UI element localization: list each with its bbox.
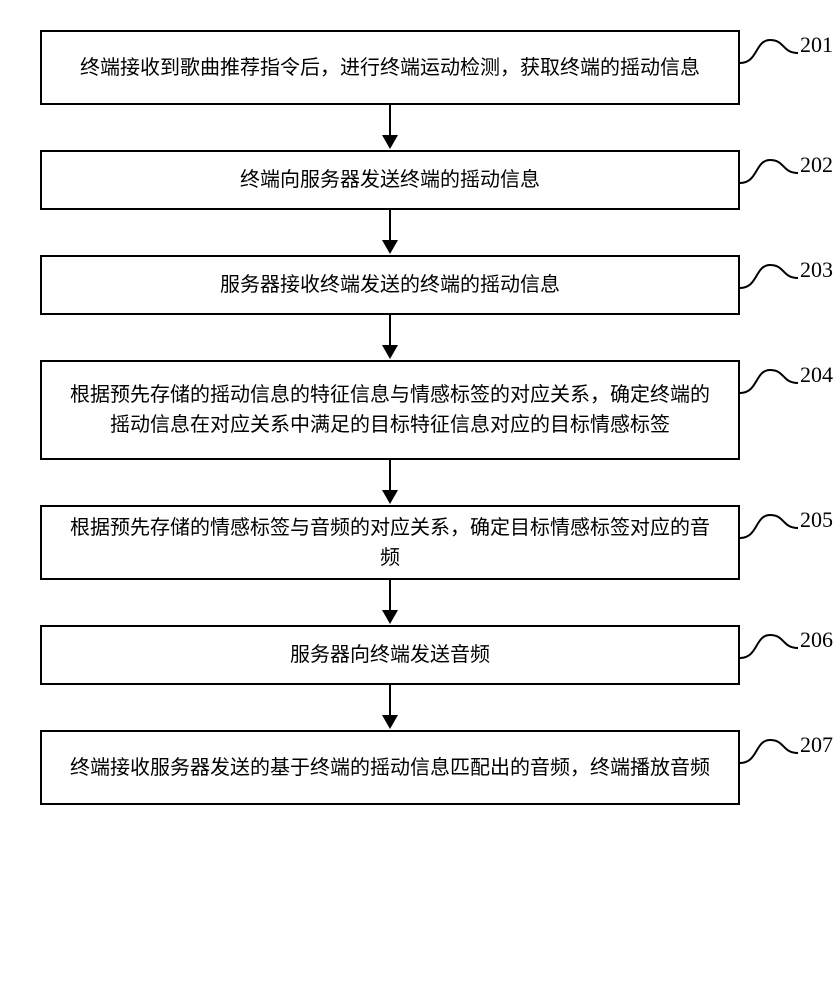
step-label: 202 (800, 152, 833, 178)
step-label: 204 (800, 362, 833, 388)
flow-box: 终端向服务器发送终端的摇动信息 (40, 150, 740, 210)
step-label: 201 (800, 32, 833, 58)
arrow-down-icon (40, 210, 740, 255)
arrow-down-icon (40, 105, 740, 150)
flow-box: 终端接收服务器发送的基于终端的摇动信息匹配出的音频，终端播放音频 (40, 730, 740, 805)
step-label: 207 (800, 732, 833, 758)
step-label: 203 (800, 257, 833, 283)
flow-step-206: 服务器向终端发送音频 (40, 625, 800, 685)
step-label: 205 (800, 507, 833, 533)
flow-box: 终端接收到歌曲推荐指令后，进行终端运动检测，获取终端的摇动信息 (40, 30, 740, 105)
flow-box: 根据预先存储的情感标签与音频的对应关系，确定目标情感标签对应的音频 (40, 505, 740, 580)
flow-box: 服务器接收终端发送的终端的摇动信息 (40, 255, 740, 315)
flow-step-207: 终端接收服务器发送的基于终端的摇动信息匹配出的音频，终端播放音频 (40, 730, 800, 805)
flow-step-205: 根据预先存储的情感标签与音频的对应关系，确定目标情感标签对应的音频 (40, 505, 800, 580)
flow-step-201: 终端接收到歌曲推荐指令后，进行终端运动检测，获取终端的摇动信息 (40, 30, 800, 105)
arrow-down-icon (40, 580, 740, 625)
step-label: 206 (800, 627, 833, 653)
flowchart-container: 201终端接收到歌曲推荐指令后，进行终端运动检测，获取终端的摇动信息202终端向… (40, 30, 800, 805)
arrow-down-icon (40, 685, 740, 730)
flow-box: 根据预先存储的摇动信息的特征信息与情感标签的对应关系，确定终端的摇动信息在对应关… (40, 360, 740, 460)
flow-step-203: 服务器接收终端发送的终端的摇动信息 (40, 255, 800, 315)
flow-box: 服务器向终端发送音频 (40, 625, 740, 685)
flow-step-204: 根据预先存储的摇动信息的特征信息与情感标签的对应关系，确定终端的摇动信息在对应关… (40, 360, 800, 460)
arrow-down-icon (40, 460, 740, 505)
arrow-down-icon (40, 315, 740, 360)
flow-step-202: 终端向服务器发送终端的摇动信息 (40, 150, 800, 210)
